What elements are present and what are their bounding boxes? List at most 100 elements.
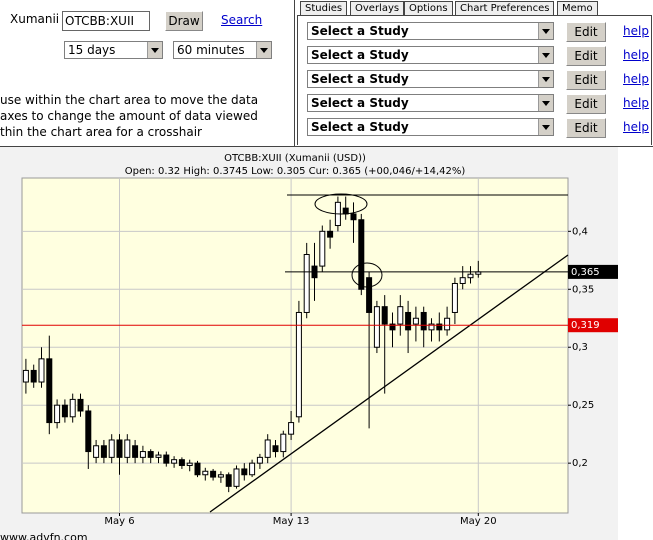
candle-body [108, 439, 115, 458]
candle-body [467, 273, 474, 279]
period-select[interactable]: 15 days [64, 41, 163, 59]
plot: 0,2 0,25 0,3 0,35 0,4 May 6 May 13 May 20 [22, 178, 594, 527]
candle-body [428, 323, 435, 331]
candle-body [85, 410, 92, 453]
tab[interactable]: Chart Preferences [455, 1, 555, 15]
search-link[interactable]: Search [221, 13, 263, 27]
price-tag [568, 318, 618, 333]
edit-button[interactable]: Edit [566, 46, 606, 66]
y-tick-label: 0,4 [572, 226, 588, 237]
candle-body [217, 474, 224, 478]
interval-value: 60 minutes [177, 43, 245, 57]
help-link[interactable]: help [623, 120, 649, 134]
study-select-value: Select a Study [311, 72, 409, 86]
edit-button[interactable]: Edit [566, 118, 606, 138]
study-select[interactable]: Select a Study [307, 46, 554, 64]
studies-panel [297, 15, 652, 145]
candle-body [194, 462, 201, 476]
interval-select[interactable]: 60 minutes [173, 41, 272, 59]
x-tick-label: May 20 [460, 516, 497, 527]
help-link[interactable]: help [623, 24, 649, 38]
help-link[interactable]: help [623, 72, 649, 86]
dropdown-arrow [147, 42, 162, 58]
chart-subtitle: Open: 0.32 High: 0.3745 Low: 0.305 Cur: … [125, 166, 466, 177]
trend-line [209, 254, 569, 513]
period-value: 15 days [68, 43, 116, 57]
price-tag [568, 264, 618, 279]
candle-body [444, 317, 451, 331]
annotation-ellipse [351, 262, 383, 288]
help-link[interactable]: help [623, 48, 649, 62]
tab[interactable]: Studies [300, 1, 348, 15]
divider [0, 146, 653, 147]
candle-body [100, 445, 107, 458]
tab[interactable]: Memo [557, 1, 598, 15]
x-tick-label: May 6 [104, 516, 134, 527]
study-select-value: Select a Study [311, 48, 409, 62]
tab[interactable]: Options [404, 1, 453, 15]
candle-body [46, 358, 53, 424]
footer: www.advfn.com [0, 531, 88, 540]
candle-body [116, 439, 123, 458]
dropdown-arrow [538, 95, 553, 111]
candle-body [373, 306, 380, 348]
study-select-value: Select a Study [311, 96, 409, 110]
candle-body [381, 306, 388, 325]
annotation-ellipse [314, 193, 368, 215]
candle-body [202, 470, 209, 476]
candle-body [249, 462, 256, 476]
instruction: use within the chart area to move the da… [0, 93, 259, 107]
study-select-value: Select a Study [311, 24, 409, 38]
study-select[interactable]: Select a Study [307, 70, 554, 88]
x-tick-label: May 13 [273, 516, 310, 527]
candle-body [61, 404, 68, 418]
edit-button[interactable]: Edit [566, 94, 606, 114]
candle-body [178, 459, 185, 466]
study-select[interactable]: Select a Study [307, 118, 554, 136]
candle-body [358, 219, 365, 290]
study-select-value: Select a Study [311, 120, 409, 134]
instruction: axes to change the amount of data viewed [0, 109, 258, 123]
symbol-input[interactable]: OTCBB:XUII [62, 11, 150, 31]
candle-body [412, 317, 419, 325]
candle-body [225, 474, 232, 487]
candle-body [139, 451, 146, 458]
study-select[interactable]: Select a Study [307, 22, 554, 40]
candle-body [163, 454, 170, 464]
candle-body [54, 404, 61, 424]
candle-body [210, 470, 217, 478]
study-select[interactable]: Select a Study [307, 94, 554, 112]
candle-body [77, 398, 84, 412]
candle-body [132, 445, 139, 458]
candle-body [30, 369, 37, 383]
dropdown-arrow [538, 23, 553, 39]
y-tick-label: 0,25 [572, 400, 594, 411]
edit-button[interactable]: Edit [566, 22, 606, 42]
candle-body [342, 207, 349, 215]
y-tick-label: 0,35 [572, 284, 594, 295]
candle-body [93, 445, 100, 458]
dropdown-arrow [256, 42, 271, 58]
tab[interactable]: Overlays [350, 1, 405, 15]
help-link[interactable]: help [623, 96, 649, 110]
candle-body [366, 277, 373, 313]
candle-body [147, 451, 154, 458]
price-tag-label: 0,319 [571, 320, 600, 331]
candle-body [186, 462, 193, 466]
candle-body [38, 358, 45, 383]
candle-body [451, 282, 458, 313]
candle-body [124, 439, 131, 458]
chart-title: OTCBB:XUII (Xumanii (USD)) [224, 153, 366, 164]
y-tick-label: 0,2 [572, 458, 588, 469]
candle-body [288, 422, 295, 435]
edit-button[interactable]: Edit [566, 70, 606, 90]
draw-button[interactable]: Draw [165, 11, 203, 31]
price-tag-label: 0,365 [571, 267, 600, 278]
candle-body [436, 323, 443, 331]
instruction: thin the chart area for a crosshair [0, 125, 202, 139]
candle-body [295, 311, 302, 418]
candle-body [280, 433, 287, 453]
candle-body [155, 454, 162, 458]
